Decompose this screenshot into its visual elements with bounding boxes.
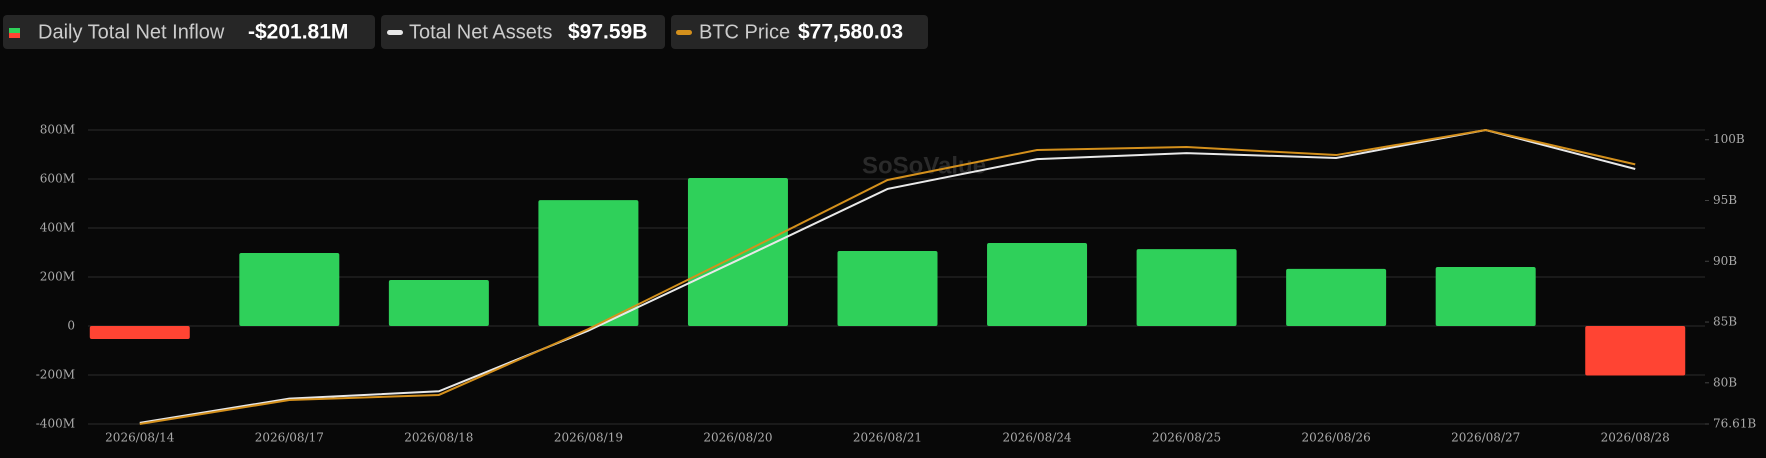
y2-tick-label: 80B xyxy=(1713,375,1737,389)
y-tick-label: 0 xyxy=(67,319,75,333)
x-tick-label: 2026/08/27 xyxy=(1451,431,1520,445)
y2-tick-label: 85B xyxy=(1713,315,1737,329)
line xyxy=(139,128,1636,425)
bar xyxy=(388,279,489,326)
plot-area: -400M -200M 0 200M 400M 600M 800M 76.61B 80B 85B 9… xyxy=(36,123,1757,445)
y-tick-label: -200M xyxy=(36,368,75,382)
legend-label: Daily Total Net Inflow xyxy=(38,21,225,43)
legend-box xyxy=(3,15,375,49)
bar xyxy=(538,200,639,326)
bar xyxy=(239,252,340,326)
x-tick-label: 2026/08/24 xyxy=(1002,431,1072,445)
legend-value: $97.59B xyxy=(568,21,647,44)
legend-icon xyxy=(387,30,403,35)
legend-icon xyxy=(9,33,20,38)
legend-label: BTC Price xyxy=(699,21,790,43)
legend-value: -$201.81M xyxy=(248,21,348,44)
x-tick-label: 2026/08/26 xyxy=(1302,431,1371,445)
legend-label: Total Net Assets xyxy=(409,21,552,43)
x-tick-label: 2026/08/21 xyxy=(853,431,922,445)
y-tick-label: 600M xyxy=(40,172,75,186)
line xyxy=(139,128,1636,424)
y2-tick-label: 90B xyxy=(1713,254,1737,268)
watermark: SoSoValue xyxy=(862,152,986,179)
legend-box xyxy=(671,15,928,49)
legend-icon xyxy=(9,28,20,33)
x-tick-label: 2026/08/18 xyxy=(404,431,473,445)
x-tick-label: 2026/08/17 xyxy=(255,431,324,445)
bar xyxy=(1136,249,1237,326)
y-tick-label: 400M xyxy=(40,221,75,235)
bar xyxy=(1585,326,1686,376)
legend-value: $77,580.03 xyxy=(798,21,903,44)
legend-icon xyxy=(676,30,692,35)
x-tick-label: 2026/08/25 xyxy=(1152,431,1221,445)
x-tick-label: 2026/08/19 xyxy=(554,431,623,445)
y-tick-label: 800M xyxy=(40,123,75,137)
x-tick-label: 2026/08/28 xyxy=(1601,431,1670,445)
legend-box xyxy=(381,15,665,49)
x-tick-label: 2026/08/20 xyxy=(703,431,772,445)
bar xyxy=(89,326,190,339)
bar xyxy=(1435,266,1536,326)
bar xyxy=(1286,268,1387,326)
bar xyxy=(987,242,1088,326)
bar xyxy=(837,251,938,326)
bar xyxy=(687,178,788,326)
y-tick-label: -400M xyxy=(36,417,75,431)
y-tick-label: 200M xyxy=(40,270,75,284)
y2-tick-label: 76.61B xyxy=(1713,417,1756,431)
y2-tick-label: 100B xyxy=(1713,132,1745,146)
y2-tick-label: 95B xyxy=(1713,193,1737,207)
x-tick-label: 2026/08/14 xyxy=(105,431,175,445)
